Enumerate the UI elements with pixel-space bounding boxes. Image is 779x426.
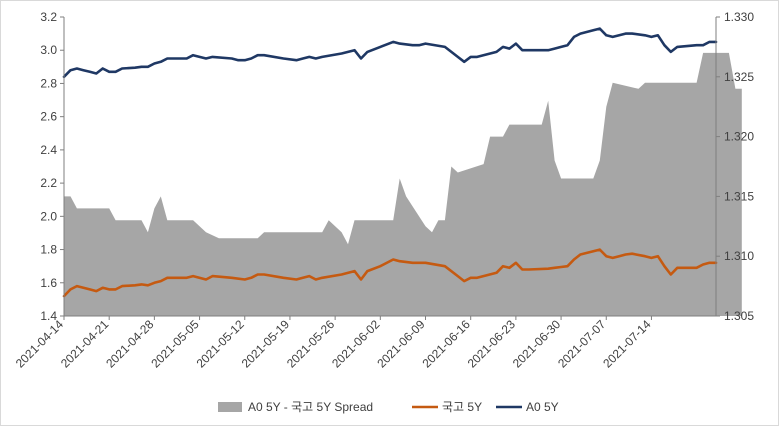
left-tick-label: 2.4: [40, 143, 57, 157]
legend-label: A0 5Y - 국고 5Y Spread: [248, 400, 373, 414]
legend: A0 5Y - 국고 5Y Spread 국고 5Y A0 5Y: [218, 400, 559, 414]
left-tick-label: 2.6: [40, 110, 57, 124]
line-layer: [62, 27, 718, 298]
legend-swatch-area: [218, 402, 242, 412]
spread-area-layer: [64, 52, 742, 317]
legend-label: A0 5Y: [526, 400, 559, 414]
left-tick-label: 1.8: [40, 243, 57, 257]
right-tick-label: 1.330: [724, 10, 754, 24]
legend-label: 국고 5Y: [442, 400, 482, 414]
left-tick-label: 2.0: [40, 209, 57, 223]
left-tick-label: 3.0: [40, 43, 57, 57]
series-line-2: [62, 27, 718, 79]
right-tick-label: 1.320: [724, 130, 754, 144]
right-tick-label: 1.305: [724, 309, 754, 323]
left-tick-label: 1.4: [40, 309, 57, 323]
left-tick-label: 2.8: [40, 76, 57, 90]
left-tick-label: 1.6: [40, 276, 57, 290]
series-line-1: [62, 248, 718, 298]
right-tick-label: 1.325: [724, 70, 754, 84]
right-tick-label: 1.310: [724, 249, 754, 263]
right-tick-label: 1.315: [724, 189, 754, 203]
left-tick-label: 3.2: [40, 10, 57, 24]
series-area-spread: [64, 52, 742, 317]
left-tick-label: 2.2: [40, 176, 57, 190]
